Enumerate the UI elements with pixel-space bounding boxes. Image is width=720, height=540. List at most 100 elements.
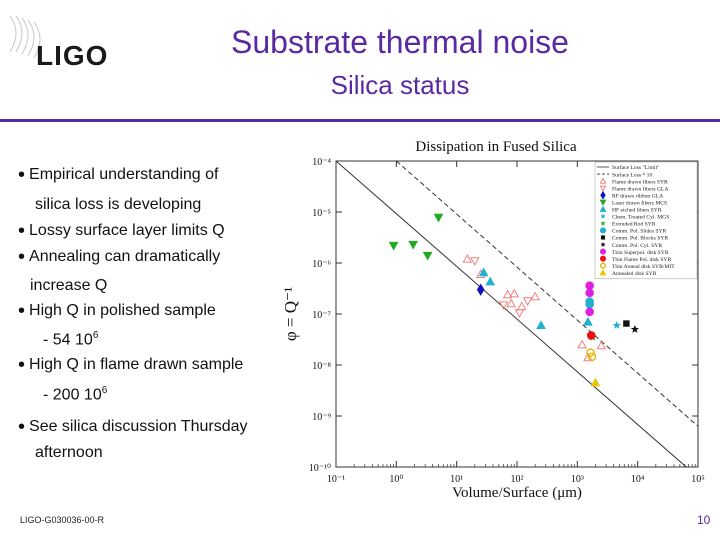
legend-marker	[599, 269, 607, 276]
legend-marker	[600, 220, 606, 226]
legend-label: Flame drawn fibers SYR	[612, 178, 668, 185]
x-tick-label: 10⁴	[631, 474, 645, 485]
data-point	[514, 309, 525, 318]
legend-marker	[599, 248, 607, 255]
slide-title: Substrate thermal noise	[231, 24, 569, 60]
legend-label: Laser drawn fibers MCS	[612, 199, 667, 206]
data-point	[422, 251, 433, 261]
legend-label: Chem. Treated Cyl. MGS	[612, 215, 669, 221]
legend-marker	[600, 235, 606, 240]
surface-loss-x10-line	[396, 161, 698, 427]
y-tick-label: 10⁻⁵	[312, 208, 331, 219]
data-point	[502, 289, 513, 299]
data-point	[586, 348, 595, 357]
x-tick-label: 10⁻¹	[327, 474, 345, 485]
data-point	[469, 257, 480, 266]
bullet-continuation: increase Q	[30, 277, 108, 294]
legend-marker	[600, 190, 606, 200]
bullet-dot-icon: •	[18, 164, 26, 186]
data-point	[408, 240, 419, 250]
bullet-dot-icon: •	[18, 416, 26, 438]
bullet-item: • Annealing can dramatically	[18, 246, 221, 268]
y-tick-label: 10⁻⁷	[312, 310, 331, 321]
title-divider	[0, 119, 720, 122]
x-axis-label: Volume/Surface (μm)	[452, 485, 582, 501]
legend-marker	[599, 262, 607, 269]
data-point	[596, 340, 607, 350]
legend-label: Thin Flame Pol. disk SYR	[612, 257, 671, 263]
bullet-dot-icon: •	[18, 246, 26, 268]
legend-box	[594, 161, 698, 280]
data-point	[388, 241, 399, 251]
legend-marker	[600, 213, 606, 219]
bullet-dot-icon: •	[18, 300, 26, 322]
surface-loss-limit-line	[336, 161, 688, 467]
data-point	[478, 267, 489, 277]
data-point	[585, 299, 594, 309]
bullet-continuation: - 200 106	[43, 385, 108, 404]
data-point	[509, 288, 520, 298]
legend-marker	[599, 199, 607, 206]
footer-doc-id: LIGO-G030036-00-R	[20, 515, 105, 525]
y-tick-label: 10⁻¹⁰	[309, 463, 331, 474]
x-tick-label: 10³	[571, 474, 584, 485]
data-point	[536, 320, 546, 330]
bullet-continuation: afternoon	[35, 444, 103, 461]
bullet-item: • Lossy surface layer limits Q	[18, 220, 225, 242]
legend-label: RF drawn ribbon GLA	[612, 193, 663, 199]
legend-marker	[599, 227, 607, 234]
data-point	[498, 301, 509, 311]
ligo-logo-emblem	[9, 15, 41, 59]
legend-marker	[599, 255, 607, 262]
legend-label: Comm. Pol. Cyl. SYR	[612, 243, 662, 249]
data-point	[583, 316, 593, 326]
data-point	[586, 331, 596, 340]
data-point	[585, 288, 594, 298]
data-point	[506, 298, 517, 308]
bullet-continuation: - 54 106	[43, 330, 99, 349]
x-tick-label: 10⁵	[691, 474, 705, 485]
data-point	[583, 352, 593, 362]
data-point	[485, 276, 496, 286]
legend-label: Extruded Rod SYR	[612, 222, 656, 228]
bullet-item: • High Q in flame drawn sample	[18, 354, 244, 376]
data-point	[522, 297, 533, 307]
y-tick-label: 10⁻⁶	[312, 259, 331, 270]
y-tick-label: 10⁻⁹	[312, 412, 331, 423]
legend-marker	[599, 185, 607, 192]
legend-label: HF etched fibers SYR	[612, 207, 662, 214]
bullet-continuation: silica loss is developing	[35, 196, 202, 213]
legend-label: Comm. Pol. Blocks SYR	[612, 236, 668, 242]
legend-label: Comm. Pol. Slides SYR	[612, 229, 667, 235]
data-point	[433, 213, 444, 223]
page-number: 10	[697, 513, 711, 527]
data-point	[590, 377, 601, 387]
y-axis-label: φ = Q⁻¹	[281, 287, 300, 341]
dissipation-chart: Dissipation in Fused Silica 10⁻¹ 10⁰ 10¹ 10…	[281, 139, 705, 501]
legend-marker	[599, 205, 607, 212]
data-point	[577, 339, 587, 349]
bullet-item: • High Q in polished sample	[18, 300, 216, 322]
legend-label: Flame drawn fibers GLA	[612, 185, 668, 192]
bullet-dot-icon: •	[18, 220, 26, 242]
ligo-logo: LIGO	[6, 14, 110, 74]
data-point	[476, 283, 485, 296]
legend-label: Annealed disk SYR	[612, 271, 657, 277]
slide-subtitle: Silica status	[330, 70, 470, 100]
y-tick-label: 10⁻⁸	[312, 361, 331, 372]
data-point	[585, 281, 594, 290]
x-tick-label: 10⁰	[389, 474, 403, 485]
y-tick-label: 10⁻⁴	[312, 157, 331, 168]
x-tick-label: 10¹	[450, 474, 463, 485]
bullet-dot-icon: •	[18, 354, 26, 376]
legend-label: Surface Loss "Limit"	[612, 164, 659, 171]
chart-title: Dissipation in Fused Silica	[415, 139, 577, 155]
data-point	[630, 325, 640, 333]
data-point	[612, 320, 621, 329]
legend-label: Thin Superpol. disk SYR	[612, 250, 669, 256]
bullet-item: • See silica discussion Thursday	[18, 416, 248, 438]
data-point	[530, 291, 541, 301]
data-point	[585, 307, 594, 317]
data-point	[587, 352, 597, 362]
legend-marker	[599, 177, 607, 184]
